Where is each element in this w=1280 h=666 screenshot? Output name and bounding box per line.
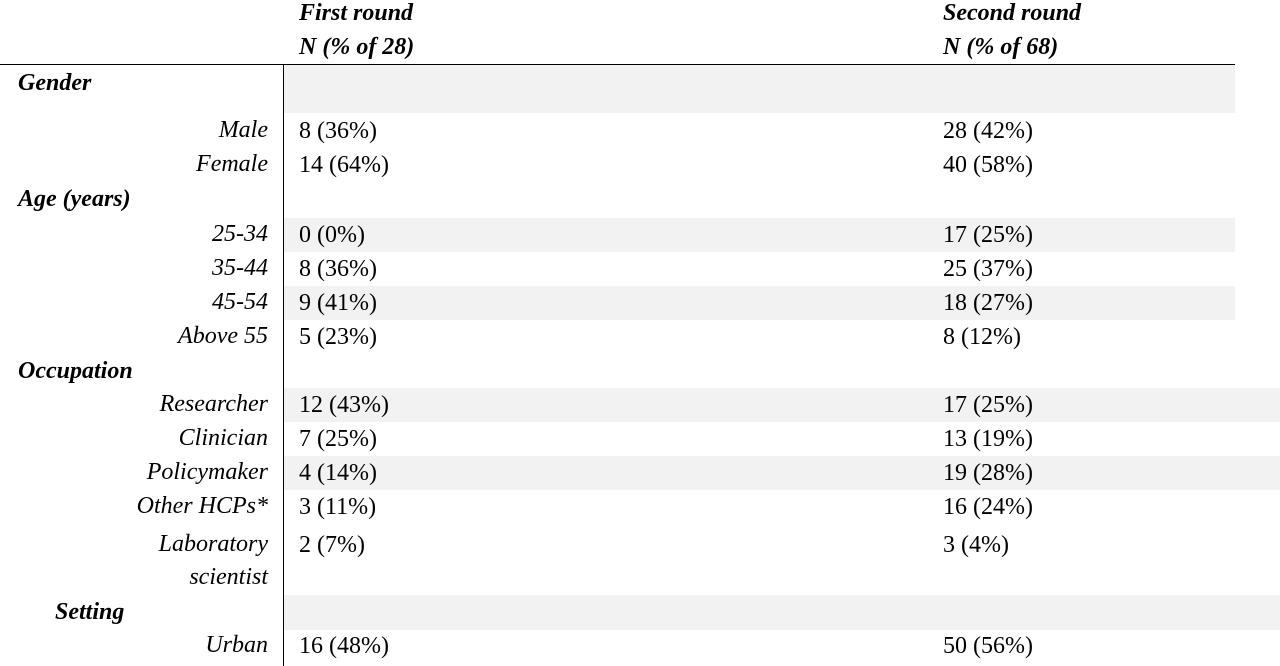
row-label: Clinician (178, 425, 268, 451)
cell: 13 (19%) (943, 426, 1033, 452)
row-label: Above 55 (178, 323, 268, 349)
cell: 9 (41%) (299, 290, 377, 316)
row-shade (283, 456, 1280, 490)
cell: 12 (43%) (299, 392, 389, 418)
section-heading: Occupation (18, 358, 133, 384)
cell: 0 (0%) (299, 222, 365, 248)
row-shade (283, 218, 1235, 252)
column-header: N (% of 68) (943, 34, 1059, 60)
cell: 17 (25%) (943, 222, 1033, 248)
section-heading: Setting (55, 599, 125, 625)
cell: 17 (25%) (943, 392, 1033, 418)
row-shade (283, 286, 1235, 320)
row-shade (283, 64, 1235, 113)
section-heading: Gender (18, 70, 92, 96)
cell: 8 (36%) (299, 256, 377, 282)
cell: 40 (58%) (943, 152, 1033, 178)
cell: 14 (64%) (299, 152, 389, 178)
cell: 18 (27%) (943, 290, 1033, 316)
column-header: Second round (943, 0, 1082, 26)
row-label: Policymaker (146, 459, 268, 485)
cell: 16 (24%) (943, 494, 1033, 520)
cell: 7 (25%) (299, 426, 377, 452)
cell: 16 (48%) (299, 633, 389, 659)
section-heading: Age (years) (18, 186, 131, 212)
cell: 50 (56%) (943, 633, 1033, 659)
cell: 5 (23%) (299, 324, 377, 350)
row-shade (283, 595, 1280, 630)
column-header: N (% of 28) (299, 34, 415, 60)
cell: 4 (14%) (299, 460, 377, 486)
row-label: 35-44 (212, 255, 268, 281)
cell: 2 (7%) (299, 532, 365, 558)
cell: 8 (36%) (299, 118, 377, 144)
cell: 8 (12%) (943, 324, 1021, 350)
row-label: Urban (205, 632, 268, 658)
cell: 3 (11%) (299, 494, 377, 520)
column-rule (283, 64, 284, 666)
cell: 19 (28%) (943, 460, 1033, 486)
row-label: Male (218, 117, 268, 143)
header-rule (0, 64, 1235, 65)
row-label: 25-34 (212, 221, 268, 247)
row-label: Laboratory scientist (158, 531, 268, 590)
row-label: Researcher (159, 391, 268, 417)
row-label: 45-54 (212, 289, 268, 315)
column-header: First round (299, 0, 414, 26)
cell: 3 (4%) (943, 532, 1009, 558)
row-label: Female (196, 151, 268, 177)
cell: 28 (42%) (943, 118, 1033, 144)
cell: 25 (37%) (943, 256, 1033, 282)
row-label: Other HCPs* (136, 493, 268, 519)
row-shade (283, 388, 1280, 422)
